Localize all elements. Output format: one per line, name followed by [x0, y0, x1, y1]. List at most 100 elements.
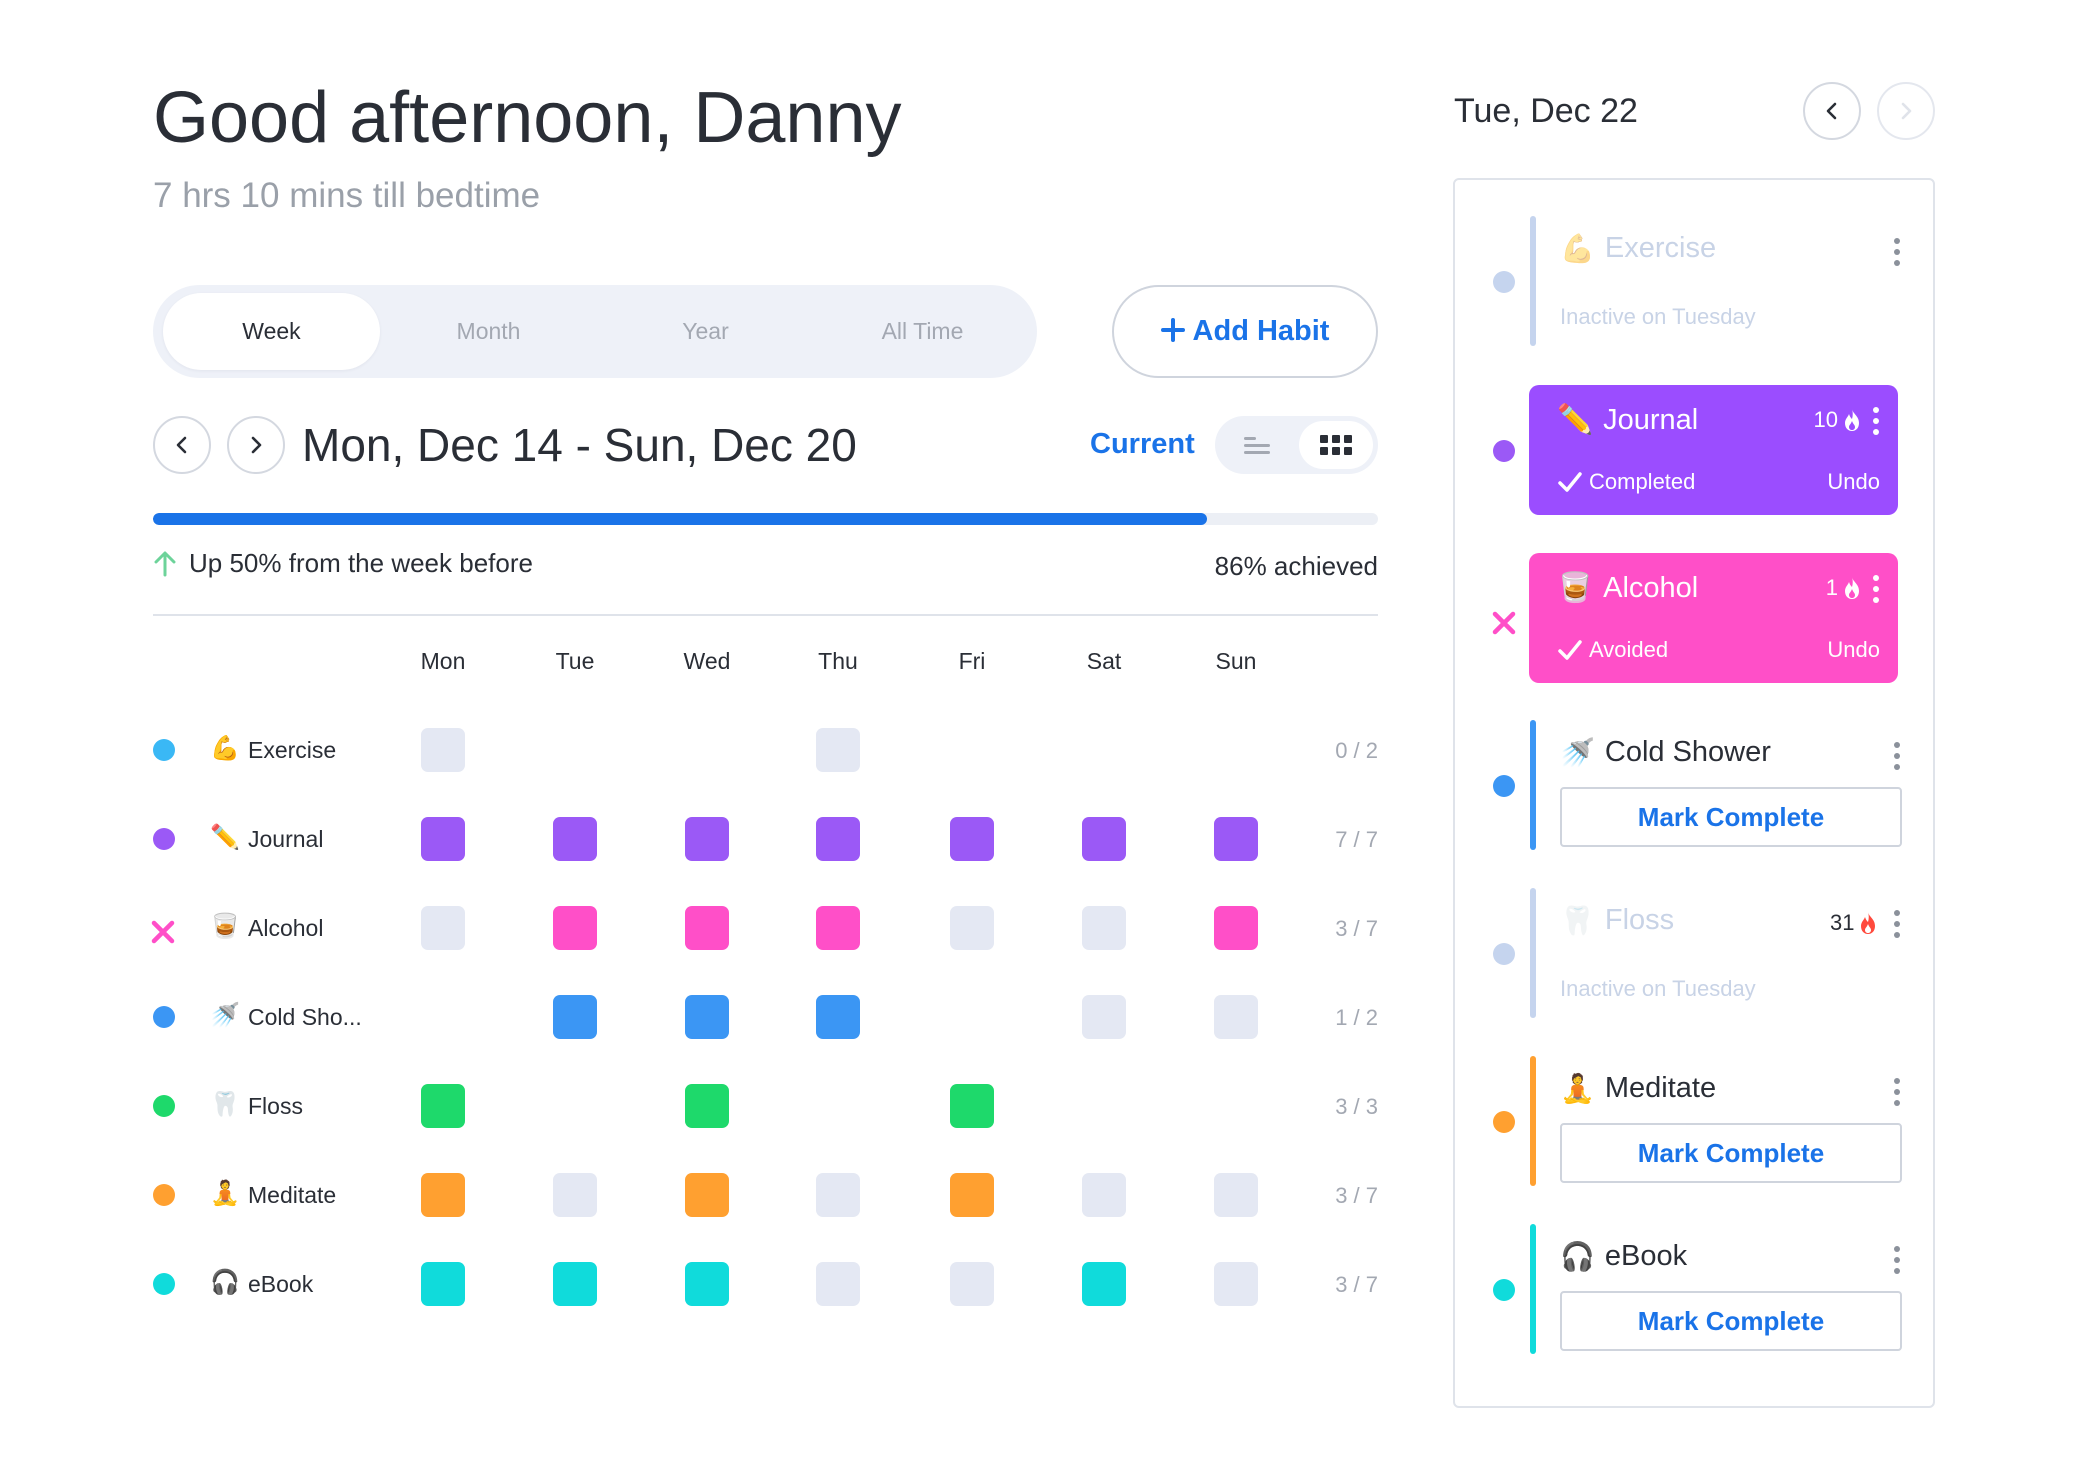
- habit-cell[interactable]: [421, 728, 465, 772]
- more-options-icon[interactable]: [1891, 910, 1903, 938]
- inactive-note: Inactive on Tuesday: [1560, 976, 1756, 1001]
- habit-cell[interactable]: [553, 817, 597, 861]
- meditate-emoji-icon: 🧘: [1560, 1072, 1595, 1104]
- weekly-progress-bar: [153, 513, 1378, 525]
- greeting-title: Good afternoon, Danny: [153, 78, 902, 158]
- habit-cell[interactable]: [1214, 906, 1258, 950]
- mark-complete-button[interactable]: Mark Complete: [1560, 1291, 1902, 1351]
- habit-title: ✏️ Journal: [1557, 403, 1698, 437]
- habit-cell[interactable]: [421, 906, 465, 950]
- habit-cell[interactable]: [950, 1084, 994, 1128]
- habit-cell[interactable]: [816, 995, 860, 1039]
- more-options-icon[interactable]: [1891, 742, 1903, 770]
- prev-week-button[interactable]: [153, 416, 211, 474]
- habit-count: 7 / 7: [1335, 827, 1378, 852]
- habit-color-dot: [153, 828, 175, 850]
- habit-cell[interactable]: [816, 1173, 860, 1217]
- more-options-icon[interactable]: [1891, 1078, 1903, 1106]
- habit-cell[interactable]: [553, 995, 597, 1039]
- list-view-button[interactable]: [1220, 421, 1294, 469]
- streak-count: 10: [1814, 407, 1862, 433]
- habit-cell[interactable]: [685, 817, 729, 861]
- floss-emoji-icon: 🦷: [1560, 904, 1595, 936]
- habit-name: Cold Sho...: [248, 1004, 362, 1030]
- add-habit-button[interactable]: Add Habit: [1112, 285, 1378, 378]
- next-day-button[interactable]: [1877, 82, 1935, 140]
- habit-cell[interactable]: [685, 1084, 729, 1128]
- cold-shower-emoji-icon: 🚿: [1560, 736, 1595, 768]
- habit-cell[interactable]: [553, 1173, 597, 1217]
- habit-name: Floss: [1604, 904, 1675, 936]
- habit-cell[interactable]: [950, 906, 994, 950]
- habit-cell[interactable]: [1082, 817, 1126, 861]
- habit-cell[interactable]: [421, 817, 465, 861]
- habit-color-bar: [1530, 1224, 1536, 1354]
- streak-number: 10: [1813, 407, 1838, 432]
- alcohol-card: 🥃 Alcohol 1 Avoided Undo: [1529, 553, 1898, 683]
- habit-cell[interactable]: [421, 1084, 465, 1128]
- tab-year[interactable]: Year: [682, 318, 729, 344]
- trend-text: Up 50% from the week before: [189, 548, 533, 578]
- habit-cell[interactable]: [950, 1262, 994, 1306]
- inactive-note: Inactive on Tuesday: [1560, 304, 1756, 329]
- habit-cell[interactable]: [1214, 1173, 1258, 1217]
- habit-cell[interactable]: [816, 728, 860, 772]
- habit-cell[interactable]: [1214, 1262, 1258, 1306]
- habit-color-dot: [153, 1273, 175, 1295]
- habit-cell[interactable]: [1082, 1173, 1126, 1217]
- habit-cell[interactable]: [553, 1262, 597, 1306]
- streak-number: 1: [1825, 575, 1838, 600]
- habit-color-dot: [153, 1006, 175, 1028]
- next-week-button[interactable]: [227, 416, 285, 474]
- mark-complete-button[interactable]: Mark Complete: [1560, 787, 1902, 847]
- view-toggle: [1215, 416, 1378, 474]
- habit-cell[interactable]: [816, 1262, 860, 1306]
- habit-cell[interactable]: [816, 906, 860, 950]
- flame-icon: [1845, 577, 1859, 599]
- habit-cell[interactable]: [421, 1262, 465, 1306]
- tab-week[interactable]: Week: [163, 293, 380, 370]
- habit-cell[interactable]: [421, 1173, 465, 1217]
- more-options-icon[interactable]: [1870, 575, 1882, 603]
- prev-day-button[interactable]: [1803, 82, 1861, 140]
- habit-count: 3 / 7: [1335, 1272, 1378, 1297]
- chevron-left-icon: [1826, 102, 1837, 120]
- tab-all-time[interactable]: All Time: [881, 318, 964, 344]
- journal-emoji-icon: ✏️: [210, 824, 240, 851]
- habit-cell[interactable]: [685, 1262, 729, 1306]
- period-tabs: Week Month Year All Time: [153, 285, 1037, 378]
- habit-name: Meditate: [1604, 1072, 1717, 1104]
- habit-cell[interactable]: [1082, 1262, 1126, 1306]
- habit-cell[interactable]: [1214, 995, 1258, 1039]
- habit-cell[interactable]: [1214, 817, 1258, 861]
- tab-month[interactable]: Month: [456, 318, 521, 344]
- habit-cell[interactable]: [950, 1173, 994, 1217]
- habit-cell[interactable]: [950, 817, 994, 861]
- habit-cell[interactable]: [1082, 906, 1126, 950]
- habit-count: 1 / 2: [1335, 1005, 1378, 1030]
- completion-status: Completed: [1557, 469, 1695, 495]
- day-header-tue: Tue: [555, 648, 595, 674]
- habit-cell[interactable]: [553, 906, 597, 950]
- habit-cell[interactable]: [1082, 995, 1126, 1039]
- habit-cell[interactable]: [685, 906, 729, 950]
- habit-name: Exercise: [1604, 232, 1717, 264]
- more-options-icon[interactable]: [1891, 1246, 1903, 1274]
- plus-icon: [1160, 312, 1185, 348]
- timeline-dot: [1493, 775, 1515, 797]
- journal-emoji-icon: ✏️: [1557, 404, 1594, 436]
- current-week-link[interactable]: Current: [1090, 428, 1195, 460]
- undo-button[interactable]: Undo: [1827, 637, 1880, 662]
- floss-emoji-icon: 🦷: [210, 1091, 240, 1118]
- habit-cell[interactable]: [685, 995, 729, 1039]
- habit-cell[interactable]: [816, 817, 860, 861]
- mark-complete-button[interactable]: Mark Complete: [1560, 1123, 1902, 1183]
- more-options-icon[interactable]: [1891, 238, 1903, 266]
- day-header-sun: Sun: [1215, 648, 1257, 674]
- habit-cell[interactable]: [685, 1173, 729, 1217]
- grid-view-button[interactable]: [1299, 421, 1373, 469]
- more-options-icon[interactable]: [1870, 407, 1882, 435]
- streak-count: 1: [1826, 575, 1862, 601]
- undo-button[interactable]: Undo: [1827, 469, 1880, 494]
- exercise-emoji-icon: 💪: [1560, 232, 1595, 264]
